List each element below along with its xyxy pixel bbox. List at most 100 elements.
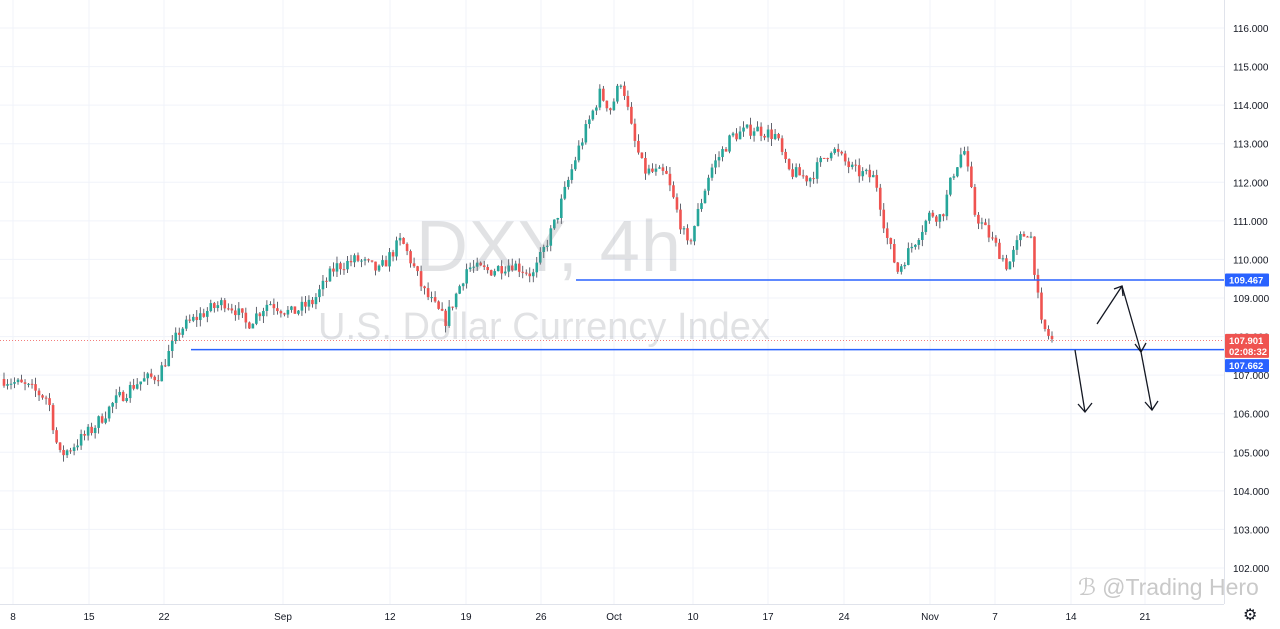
candle-body xyxy=(1047,329,1050,336)
candle-body xyxy=(423,286,426,289)
candle-body xyxy=(731,133,735,136)
candle-body xyxy=(602,88,605,101)
support-price-label-text: 107.662 xyxy=(1229,361,1263,372)
candle-body xyxy=(914,244,917,247)
candle-body xyxy=(444,310,447,326)
candle-body xyxy=(567,179,570,187)
time-axis[interactable]: 8 15 22 Sep 12 19 26 Oct 10 17 24 Nov 7 14 21 xyxy=(0,604,1224,629)
candle-body xyxy=(367,259,370,261)
candle-body xyxy=(833,148,836,153)
candle-body xyxy=(784,151,787,160)
candle-body xyxy=(304,301,307,307)
candle-body xyxy=(1036,274,1040,293)
candle-body xyxy=(581,142,584,146)
last-price-label-text: 02:08:32 xyxy=(1229,347,1267,358)
candle-body xyxy=(591,110,595,120)
candle-body xyxy=(69,450,72,452)
candle-body xyxy=(20,379,23,383)
candle-body xyxy=(41,395,44,398)
candle-body xyxy=(202,313,206,317)
candle-body xyxy=(381,260,384,266)
candle-body xyxy=(248,322,251,329)
x-tick-label: 7 xyxy=(992,612,998,623)
candle-body xyxy=(598,88,602,108)
candle-body xyxy=(605,100,609,109)
candle-body xyxy=(51,405,55,431)
candle-body xyxy=(693,225,696,242)
y-tick-label: 115.000 xyxy=(1233,63,1269,74)
candle-body xyxy=(714,160,717,168)
candle-body xyxy=(552,219,556,229)
candle-body xyxy=(318,289,321,298)
x-tick-label: 17 xyxy=(762,612,774,623)
candle-body xyxy=(563,186,567,199)
candle-body xyxy=(139,381,142,385)
support-price-label: 107.662 xyxy=(1225,359,1269,373)
candle-body xyxy=(83,433,86,436)
candle-body xyxy=(93,427,97,434)
candle-body xyxy=(836,148,840,152)
candle-body xyxy=(163,365,167,367)
candle-body xyxy=(251,323,255,329)
candle-body xyxy=(991,237,994,239)
candle-body xyxy=(973,187,977,215)
candle-body xyxy=(79,433,83,446)
y-tick-label: 110.000 xyxy=(1233,255,1269,266)
candle-body xyxy=(651,168,654,172)
gear-icon[interactable]: ⚙ xyxy=(1243,607,1258,624)
candle-body xyxy=(412,263,416,267)
candle-body xyxy=(574,160,577,170)
candle-body xyxy=(437,301,440,309)
candle-body xyxy=(13,382,16,384)
candle-body xyxy=(55,430,58,443)
candle-body xyxy=(188,319,192,321)
x-tick-label: 24 xyxy=(838,612,850,623)
x-tick-label: 14 xyxy=(1065,612,1077,623)
candle-body xyxy=(595,107,598,111)
candle-body xyxy=(661,167,665,171)
candle-body xyxy=(724,149,728,152)
candle-body xyxy=(696,208,700,226)
candle-body xyxy=(766,129,770,138)
candle-body xyxy=(76,445,79,448)
candle-body xyxy=(889,237,893,245)
candle-body xyxy=(241,308,244,313)
x-tick-label: 8 xyxy=(10,612,16,623)
zhihu-logo-icon: ℬ xyxy=(1078,574,1097,600)
candle-body xyxy=(864,169,868,172)
candle-body xyxy=(1005,258,1008,270)
projection-arrow-mid-head xyxy=(1134,342,1147,354)
candle-body xyxy=(654,168,658,172)
chart-grid xyxy=(0,0,1224,604)
candle-body xyxy=(658,167,661,169)
candle-body xyxy=(356,255,360,261)
price-axis[interactable]: 102.000 103.000 104.000 105.000 106.000 107.0… xyxy=(1224,0,1280,604)
candle-body xyxy=(276,308,279,312)
candle-body xyxy=(1033,236,1036,275)
candle-body xyxy=(1019,234,1022,241)
candle-body xyxy=(398,237,402,241)
candle-body xyxy=(353,255,356,263)
candle-body xyxy=(363,259,367,261)
candle-body xyxy=(104,418,107,423)
candle-body xyxy=(132,385,135,389)
candle-body xyxy=(100,416,104,423)
candle-body xyxy=(1050,335,1054,340)
candle-body xyxy=(181,328,185,335)
candle-body xyxy=(370,260,374,262)
price-chart[interactable] xyxy=(0,0,1224,604)
candle-body xyxy=(531,272,535,277)
candle-body xyxy=(1026,236,1029,238)
candle-body xyxy=(868,169,872,178)
candle-body xyxy=(735,133,738,140)
candle-body xyxy=(616,85,619,102)
candle-body xyxy=(209,303,213,311)
x-tick-label: 15 xyxy=(83,612,95,623)
candle-body xyxy=(472,266,475,268)
candle-body xyxy=(486,267,489,271)
candle-body xyxy=(255,313,258,324)
candle-body xyxy=(314,297,318,305)
candle-body xyxy=(149,373,153,377)
candle-body xyxy=(538,251,542,263)
candle-body xyxy=(220,300,223,306)
